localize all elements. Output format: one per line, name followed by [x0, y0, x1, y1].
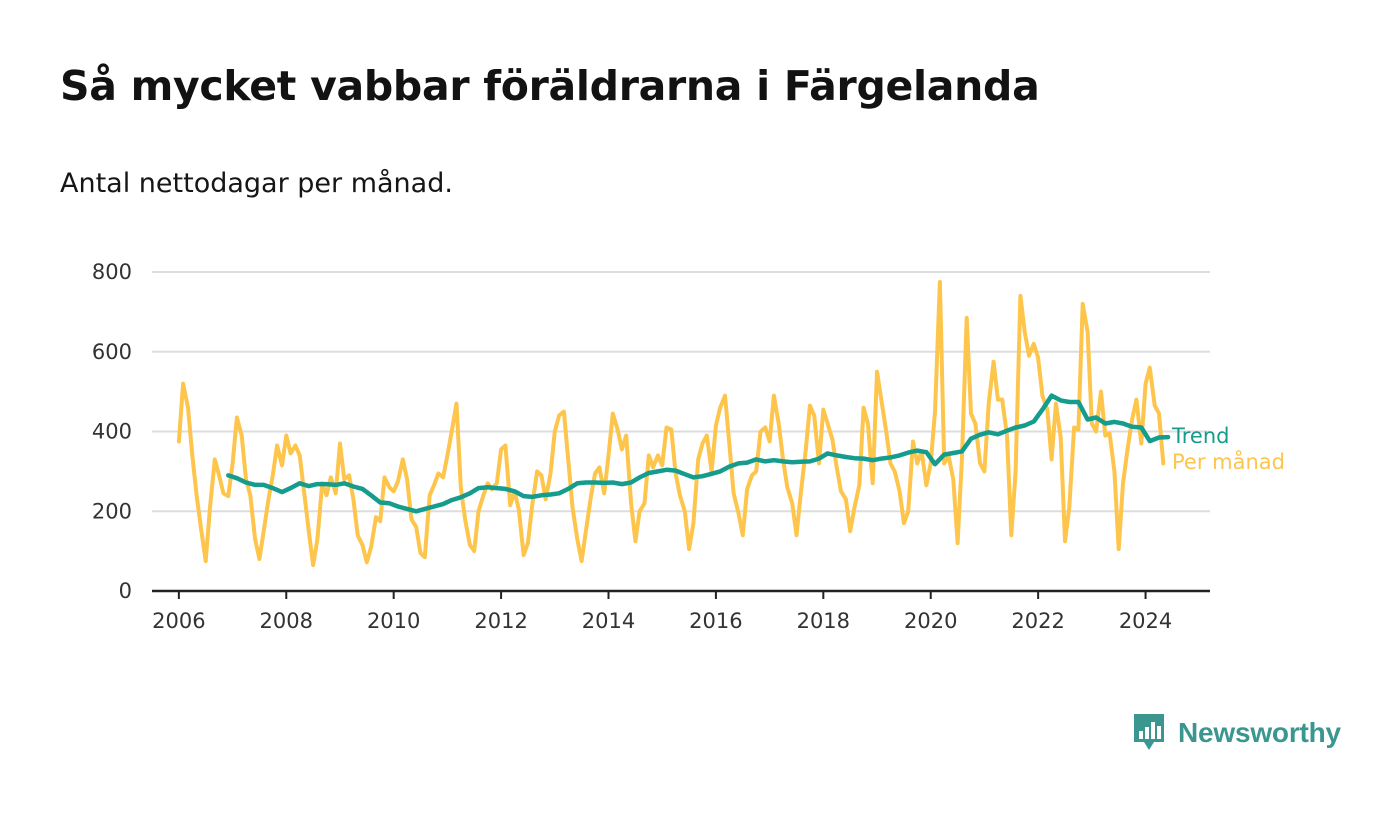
x-tick-label: 2016 [689, 609, 742, 633]
x-tick-label: 2010 [367, 609, 420, 633]
y-tick-label: 800 [92, 260, 132, 284]
x-tick-label: 2024 [1119, 609, 1172, 633]
chart-title: Så mycket vabbar föräldrarna i Färgeland… [60, 62, 1040, 110]
legend-label-trend: Trend [1171, 424, 1229, 448]
x-tick-label: 2006 [152, 609, 205, 633]
y-tick-label: 0 [119, 579, 132, 603]
y-tick-label: 400 [92, 420, 132, 444]
brand-name: Newsworthy [1178, 717, 1341, 748]
x-tick-label: 2022 [1011, 609, 1064, 633]
x-tick-label: 2020 [904, 609, 957, 633]
x-tick-label: 2008 [260, 609, 313, 633]
series-line-per-manad [176, 280, 1166, 568]
y-tick-label: 600 [92, 340, 132, 364]
chart-subtitle: Antal nettodagar per månad. [60, 168, 453, 199]
x-tick-label: 2018 [797, 609, 850, 633]
brand-logo: Newsworthy [1132, 712, 1341, 754]
x-tick-label: 2014 [582, 609, 635, 633]
series-line-trend [226, 393, 1171, 514]
y-tick-label: 200 [92, 499, 132, 523]
legend-label-per-manad: Per månad [1172, 449, 1285, 474]
newsworthy-logo-icon [1134, 714, 1164, 750]
x-tick-label: 2012 [474, 609, 527, 633]
